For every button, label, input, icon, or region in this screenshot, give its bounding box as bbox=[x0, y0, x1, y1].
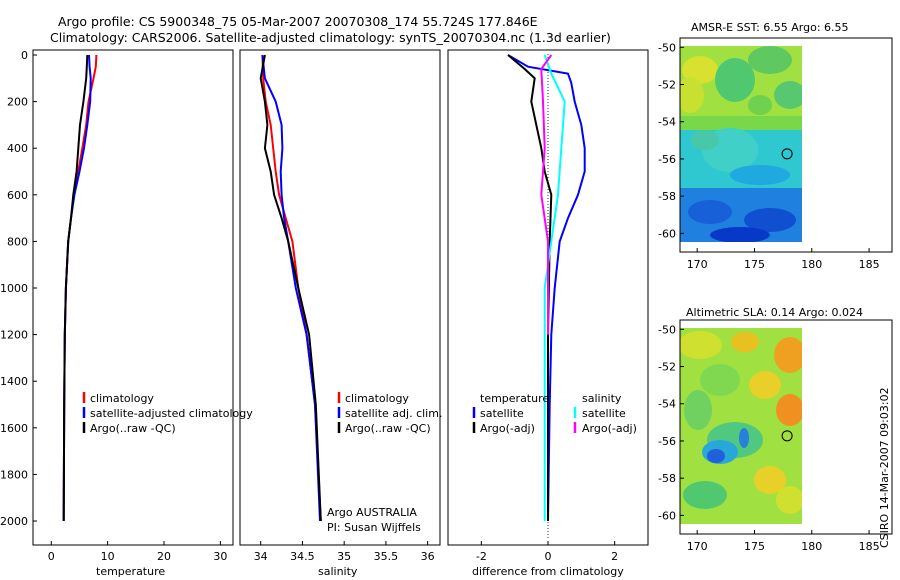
sla-argo-position-marker bbox=[781, 430, 793, 442]
y-tick-label: 1600 bbox=[0, 422, 28, 435]
map-y-tick-label: -52 bbox=[658, 79, 676, 92]
salinity-xlabel: salinity bbox=[318, 565, 358, 578]
difference-axes: -2 0 2 bbox=[476, 541, 618, 563]
map-y-tick-label: -56 bbox=[658, 153, 676, 166]
x-tick-label: 36 bbox=[421, 550, 435, 563]
legend-temp-argo: Argo(-adj) bbox=[480, 422, 535, 435]
map-y-tick-label: -52 bbox=[658, 361, 676, 374]
x-tick-label: 2 bbox=[611, 550, 618, 563]
map-y-tick-label: -54 bbox=[658, 116, 676, 129]
credit-label: CSIRO 14-Mar-2007 09:03:02 bbox=[878, 387, 891, 548]
map-y-tick-label: -60 bbox=[658, 227, 676, 240]
sla-map-axes: 170 175 180 185 -50 -52 -54 -56 -58 -60 bbox=[658, 323, 880, 553]
difference-legend: temperature satellite Argo(-adj) salinit… bbox=[472, 392, 637, 435]
temperature-panel-frame bbox=[32, 49, 234, 546]
x-tick-label: -2 bbox=[476, 550, 487, 563]
x-tick-label: 10 bbox=[101, 550, 115, 563]
map-y-tick-label: -56 bbox=[658, 435, 676, 448]
map-x-tick-label: 185 bbox=[859, 540, 880, 553]
temperature-xlabel: temperature bbox=[96, 565, 165, 578]
x-tick-label: 35 bbox=[337, 550, 351, 563]
sla-map-title: Altimetric SLA: 0.14 Argo: 0.024 bbox=[686, 306, 863, 319]
legend-temperature-heading: temperature bbox=[480, 392, 549, 405]
annotation-argo-australia: Argo AUSTRALIA bbox=[327, 506, 417, 519]
map-x-tick-label: 170 bbox=[687, 258, 708, 271]
x-tick-label: 0 bbox=[48, 550, 55, 563]
difference-xlabel: difference from climatology bbox=[472, 565, 624, 578]
x-tick-label: 30 bbox=[213, 550, 227, 563]
temperature-axes: 0 10 20 30 0 200 400 600 800 1000 1200 1400 1600 1800… bbox=[0, 49, 227, 563]
legend-satellite-adjusted: satellite-adjusted climatology bbox=[90, 407, 253, 420]
series-line bbox=[507, 54, 586, 522]
map-y-tick-label: -60 bbox=[658, 509, 676, 522]
sla-map-image bbox=[680, 328, 802, 524]
map-x-tick-label: 180 bbox=[801, 540, 822, 553]
map-x-tick-label: 170 bbox=[687, 540, 708, 553]
y-tick-label: 800 bbox=[7, 235, 28, 248]
map-x-tick-label: 175 bbox=[744, 540, 765, 553]
salinity-legend: climatology satellite adj. clim. Argo(..… bbox=[327, 392, 442, 534]
series-line bbox=[62, 54, 89, 522]
y-tick-label: 400 bbox=[7, 142, 28, 155]
x-tick-label: 34.5 bbox=[290, 550, 315, 563]
y-tick-label: 1400 bbox=[0, 375, 28, 388]
legend-temp-satellite: satellite bbox=[480, 407, 524, 420]
y-tick-label: 1800 bbox=[0, 468, 28, 481]
series-line bbox=[261, 54, 322, 522]
legend-argo: Argo(..raw -QC) bbox=[90, 422, 176, 435]
legend-argo: Argo(..raw -QC) bbox=[345, 422, 431, 435]
series-line bbox=[540, 54, 553, 335]
x-tick-label: 20 bbox=[157, 550, 171, 563]
map-y-tick-label: -54 bbox=[658, 398, 676, 411]
series-line bbox=[259, 54, 322, 522]
legend-sal-satellite: satellite bbox=[582, 407, 626, 420]
legend-climatology: climatology bbox=[345, 392, 409, 405]
y-tick-label: 1000 bbox=[0, 282, 28, 295]
x-tick-label: 0 bbox=[545, 550, 552, 563]
y-tick-label: 0 bbox=[21, 49, 28, 62]
map-y-tick-label: -50 bbox=[658, 323, 676, 336]
legend-satellite-adj: satellite adj. clim. bbox=[345, 407, 442, 420]
sst-argo-position-marker bbox=[781, 148, 793, 160]
map-x-tick-label: 175 bbox=[744, 258, 765, 271]
y-tick-label: 200 bbox=[7, 96, 28, 109]
map-x-tick-label: 185 bbox=[859, 258, 880, 271]
salinity-axes: 34 34.5 35 35.5 36 bbox=[254, 541, 435, 563]
map-y-tick-label: -58 bbox=[658, 472, 676, 485]
salinity-panel-frame bbox=[239, 49, 441, 546]
x-tick-label: 34 bbox=[254, 550, 268, 563]
map-x-tick-label: 180 bbox=[801, 258, 822, 271]
sla-map-frame bbox=[679, 319, 893, 535]
series-line bbox=[62, 54, 92, 522]
header-line2: Climatology: CARS2006. Satellite-adjuste… bbox=[50, 30, 611, 45]
header-line1: Argo profile: CS 5900348_75 05-Mar-2007 … bbox=[58, 14, 538, 29]
series-line bbox=[543, 54, 566, 521]
series-line bbox=[261, 54, 321, 522]
temperature-lines bbox=[62, 54, 98, 522]
salinity-lines bbox=[259, 54, 322, 522]
sst-map-axes: 170 175 180 185 -50 -52 -54 -56 -58 -60 bbox=[658, 41, 880, 271]
map-y-tick-label: -58 bbox=[658, 190, 676, 203]
difference-lines bbox=[507, 54, 586, 522]
y-tick-label: 1200 bbox=[0, 329, 28, 342]
y-tick-label: 2000 bbox=[0, 515, 28, 528]
annotation-pi: PI: Susan Wijffels bbox=[327, 521, 421, 534]
x-tick-label: 35.5 bbox=[374, 550, 399, 563]
sst-map-title: AMSR-E SST: 6.55 Argo: 6.55 bbox=[691, 21, 849, 34]
y-tick-label: 600 bbox=[7, 189, 28, 202]
sst-map-image bbox=[680, 46, 802, 242]
temperature-legend: climatology satellite-adjusted climatolo… bbox=[82, 392, 253, 435]
legend-salinity-heading: salinity bbox=[582, 392, 622, 405]
legend-sal-argo: Argo(-adj) bbox=[582, 422, 637, 435]
legend-climatology: climatology bbox=[90, 392, 154, 405]
sst-map-frame bbox=[679, 37, 893, 253]
map-y-tick-label: -50 bbox=[658, 41, 676, 54]
